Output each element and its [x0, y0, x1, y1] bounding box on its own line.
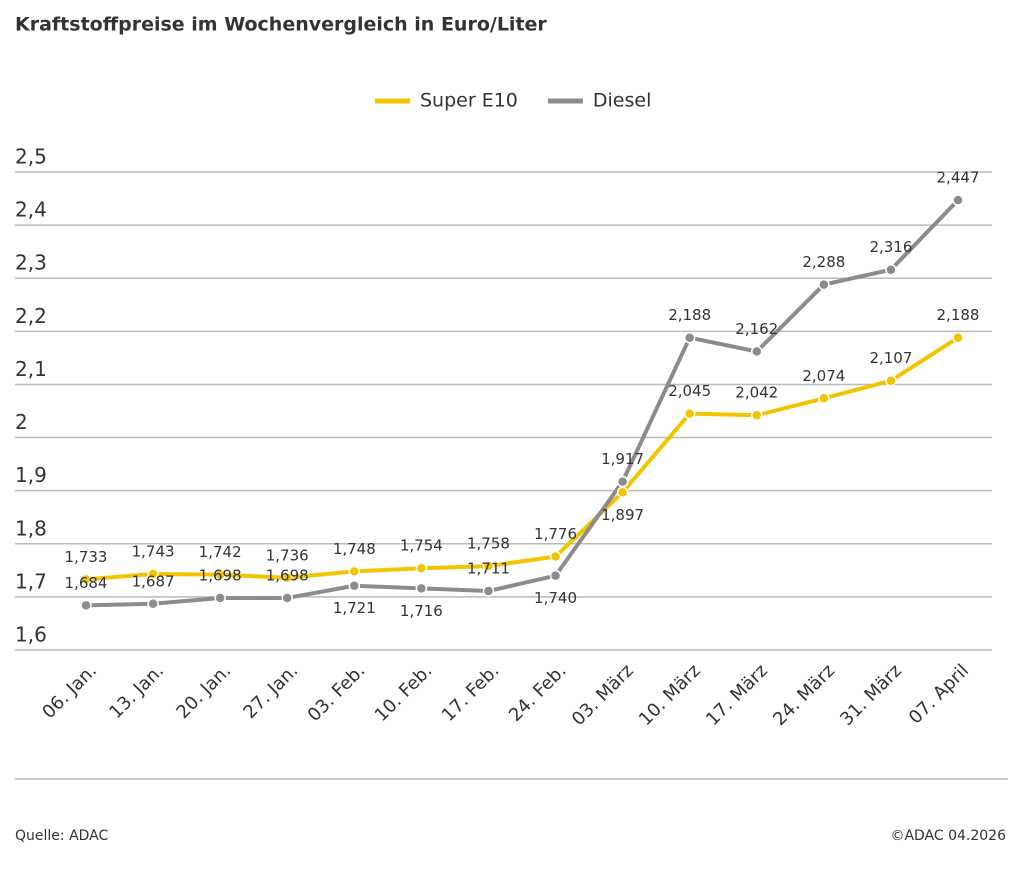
data-label: 1,742: [199, 543, 242, 561]
data-label: 1,917: [601, 450, 644, 468]
y-tick-label: 1,7: [15, 569, 47, 593]
data-point: [751, 345, 763, 358]
data-label: 1,684: [65, 574, 108, 592]
data-point: [147, 568, 159, 580]
x-tick-label: 13. Jan.: [105, 660, 168, 723]
data-point: [885, 374, 897, 387]
data-point: [683, 407, 696, 420]
x-tick-label: 07. April: [905, 660, 973, 728]
data-label: 1,748: [333, 540, 376, 558]
y-tick-label: 1,8: [15, 516, 47, 540]
x-tick-label: 10. Feb.: [371, 660, 437, 726]
x-tick-label: 03. März: [568, 660, 638, 730]
data-label: 1,740: [534, 589, 577, 607]
data-point: [549, 569, 562, 582]
y-tick-label: 2,2: [15, 304, 47, 328]
x-tick-label: 27. Jan.: [239, 660, 302, 723]
data-label: 1,711: [467, 560, 510, 578]
x-tick-label: 17. März: [702, 660, 772, 730]
data-label: 2,188: [668, 306, 711, 324]
data-point: [885, 263, 897, 276]
data-point: [482, 560, 495, 572]
data-label: 1,716: [400, 602, 443, 620]
data-point: [818, 392, 830, 405]
data-label: 2,188: [937, 306, 980, 324]
data-point: [751, 409, 763, 421]
data-point: [616, 475, 629, 488]
data-point: [348, 579, 361, 592]
data-point: [616, 486, 629, 499]
data-label: 1,758: [467, 535, 510, 553]
data-point: [281, 572, 293, 584]
data-point: [549, 550, 562, 563]
data-label: 1,754: [400, 537, 443, 555]
data-point: [80, 573, 92, 586]
data-label: 2,045: [668, 382, 711, 400]
data-point: [482, 585, 495, 597]
x-tick-label: 24. März: [769, 660, 839, 730]
data-label: 2,447: [937, 169, 980, 187]
data-point: [147, 598, 159, 610]
data-point: [214, 592, 226, 604]
data-label: 1,698: [266, 566, 309, 584]
y-tick-label: 2,5: [15, 145, 47, 169]
data-label: 2,042: [735, 384, 778, 402]
y-tick-label: 1,6: [15, 623, 47, 647]
data-label: 2,074: [802, 367, 845, 385]
data-point: [80, 599, 92, 612]
data-point: [818, 278, 830, 291]
x-tick-label: 10. März: [635, 660, 705, 730]
data-label: 1,736: [266, 546, 309, 564]
data-label: 2,107: [869, 349, 912, 367]
data-label: 2,162: [735, 320, 778, 338]
y-tick-label: 2: [15, 410, 28, 434]
x-tick-label: 03. Feb.: [304, 660, 370, 726]
data-point: [281, 592, 293, 604]
series-line: [85, 198, 960, 608]
data-label: 1,687: [132, 572, 175, 590]
x-tick-label: 06. Jan.: [38, 660, 101, 723]
legend-label: Diesel: [593, 90, 651, 112]
data-point: [415, 582, 428, 595]
y-tick-label: 1,9: [15, 463, 47, 487]
data-point: [952, 331, 964, 344]
chart-title: Kraftstoffpreise im Wochenvergleich in E…: [15, 14, 547, 36]
data-label: 2,288: [802, 253, 845, 271]
copyright: ©ADAC 04.2026: [890, 828, 1006, 844]
data-point: [952, 194, 964, 206]
source: Quelle: ADAC: [15, 828, 109, 844]
x-tick-label: 17. Feb.: [438, 660, 504, 726]
data-label: 1,721: [333, 599, 376, 617]
data-label: 1,698: [199, 566, 242, 584]
x-tick-label: 24. Feb.: [505, 660, 571, 726]
data-label: 1,897: [601, 506, 644, 524]
y-tick-label: 2,4: [15, 198, 47, 222]
data-point: [348, 565, 361, 578]
y-tick-label: 2,1: [15, 357, 47, 381]
x-tick-label: 31. März: [836, 660, 906, 730]
data-label: 1,733: [65, 548, 108, 566]
x-tick-label: 20. Jan.: [172, 660, 235, 723]
data-point: [683, 331, 696, 344]
data-label: 1,776: [534, 525, 577, 543]
data-label: 1,743: [132, 543, 175, 561]
data-point: [214, 568, 226, 581]
series-line: [85, 336, 960, 582]
y-tick-label: 2,3: [15, 251, 47, 275]
legend-label: Super E10: [420, 90, 518, 112]
data-point: [415, 562, 428, 574]
data-label: 2,316: [869, 238, 912, 256]
